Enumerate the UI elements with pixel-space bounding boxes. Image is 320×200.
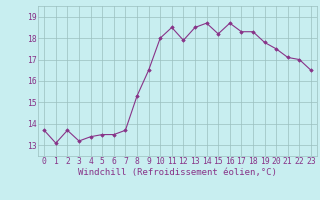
X-axis label: Windchill (Refroidissement éolien,°C): Windchill (Refroidissement éolien,°C) [78,168,277,177]
